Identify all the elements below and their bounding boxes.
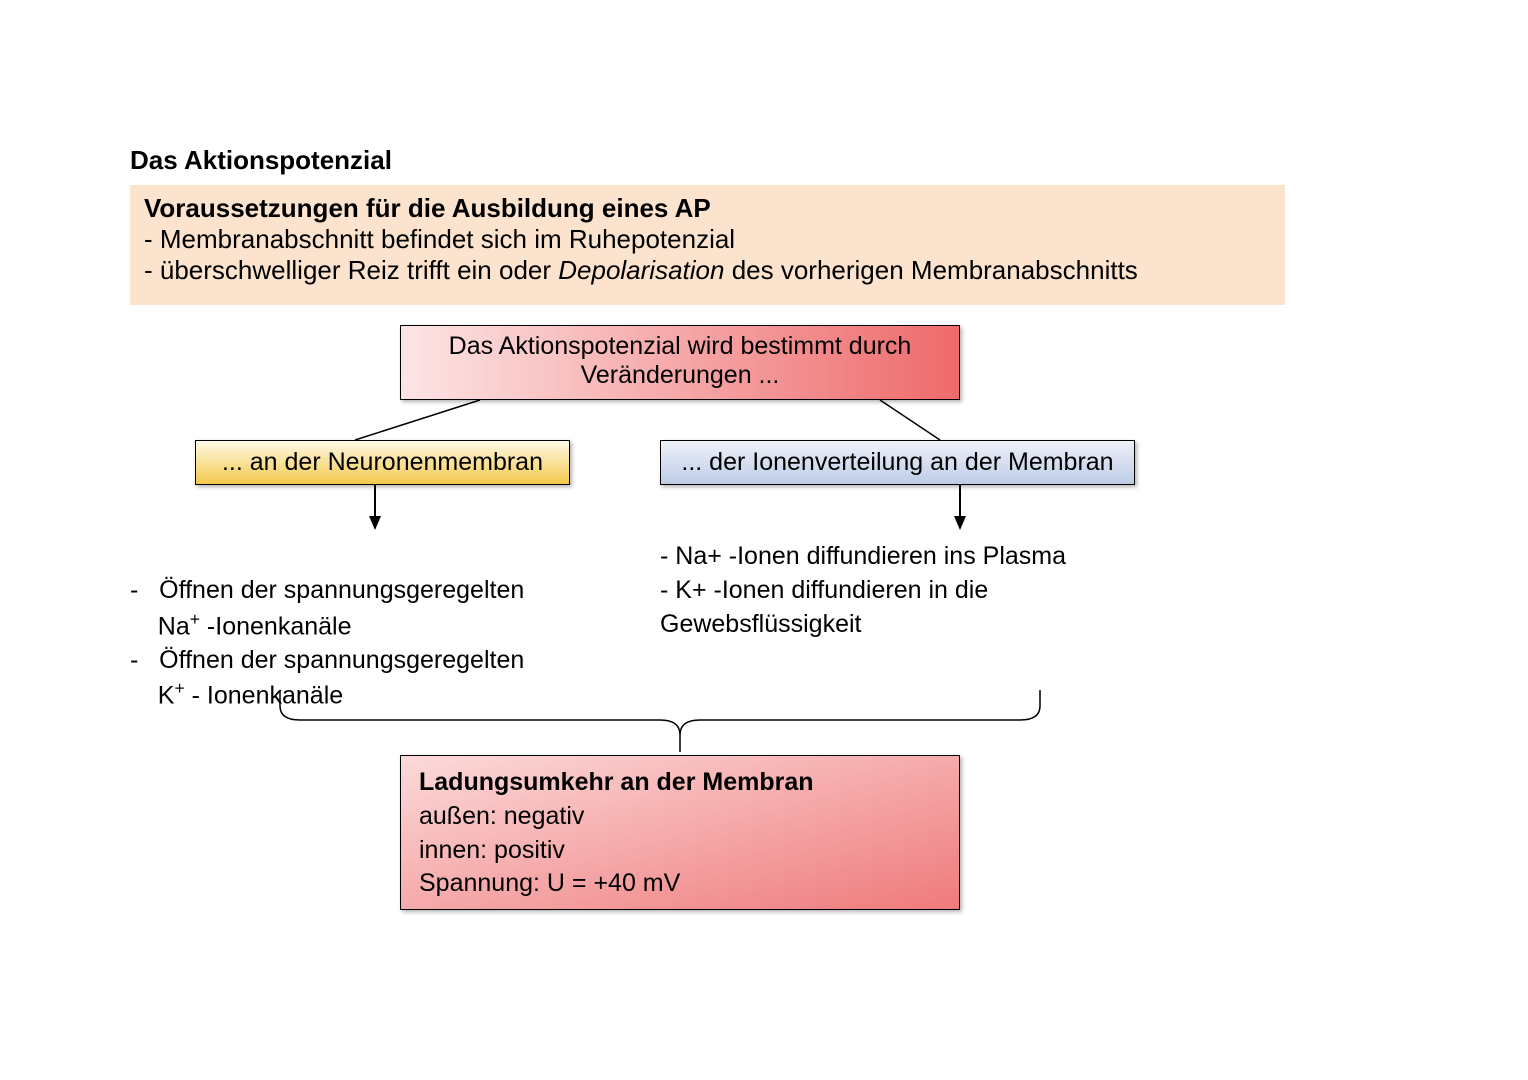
left-list-2b-sup: + [174,678,184,698]
result-l3: Spannung: U = +40 mV [419,867,959,901]
left-branch-label: ... an der Neuronenmembran [222,448,543,476]
center-box-line2: Veränderungen ... [401,361,959,390]
right-list-3: Gewebsflüssigkeit [660,608,1140,642]
result-l1: außen: negativ [419,800,959,834]
result-title: Ladungsumkehr an der Membran [419,766,959,800]
result-box: Ladungsumkehr an der Membran außen: nega… [400,755,960,910]
left-list-1b-post: -Ionenkanäle [200,612,352,640]
center-box: Das Aktionspotenzial wird bestimmt durch… [400,325,960,400]
left-list-1a: - Öffnen der spannungsgeregelten [130,576,524,604]
left-branch-box: ... an der Neuronenmembran [195,440,570,485]
left-list: - Öffnen der spannungsgeregelten Na+ -Io… [130,540,600,747]
prerequisites-line2: - überschwelliger Reiz trifft ein oder D… [144,255,1271,286]
right-branch-label: ... der Ionenverteilung an der Membran [681,448,1113,476]
right-list-1: - Na+ -Ionen diffundieren ins Plasma [660,540,1140,574]
right-branch-box: ... der Ionenverteilung an der Membran [660,440,1135,485]
prerequisites-title: Voraussetzungen für die Ausbildung eines… [144,193,1271,224]
result-l2: innen: positiv [419,834,959,868]
center-box-line1: Das Aktionspotenzial wird bestimmt durch [401,332,959,361]
left-list-1b-sup: + [190,609,200,629]
prereq-line2-a: - überschwelliger Reiz trifft ein oder [144,255,558,285]
left-list-2b-post: - Ionenkanäle [185,682,343,710]
diagram-canvas: Das Aktionspotenzial Voraussetzungen für… [0,0,1528,1080]
left-list-2a: - Öffnen der spannungsgeregelten [130,646,524,674]
right-list: - Na+ -Ionen diffundieren ins Plasma - K… [660,540,1140,641]
prereq-line2-italic: Depolarisation [558,255,724,285]
right-list-2: - K+ -Ionen diffundieren in die [660,574,1140,608]
prerequisites-line1: - Membranabschnitt befindet sich im Ruhe… [144,224,1271,255]
prereq-line2-c: des vorherigen Membranabschnitts [724,255,1137,285]
left-list-1b-pre: Na [130,612,190,640]
page-title: Das Aktionspotenzial [130,145,392,176]
left-list-2b-pre: K [130,682,174,710]
prerequisites-box: Voraussetzungen für die Ausbildung eines… [130,185,1285,305]
